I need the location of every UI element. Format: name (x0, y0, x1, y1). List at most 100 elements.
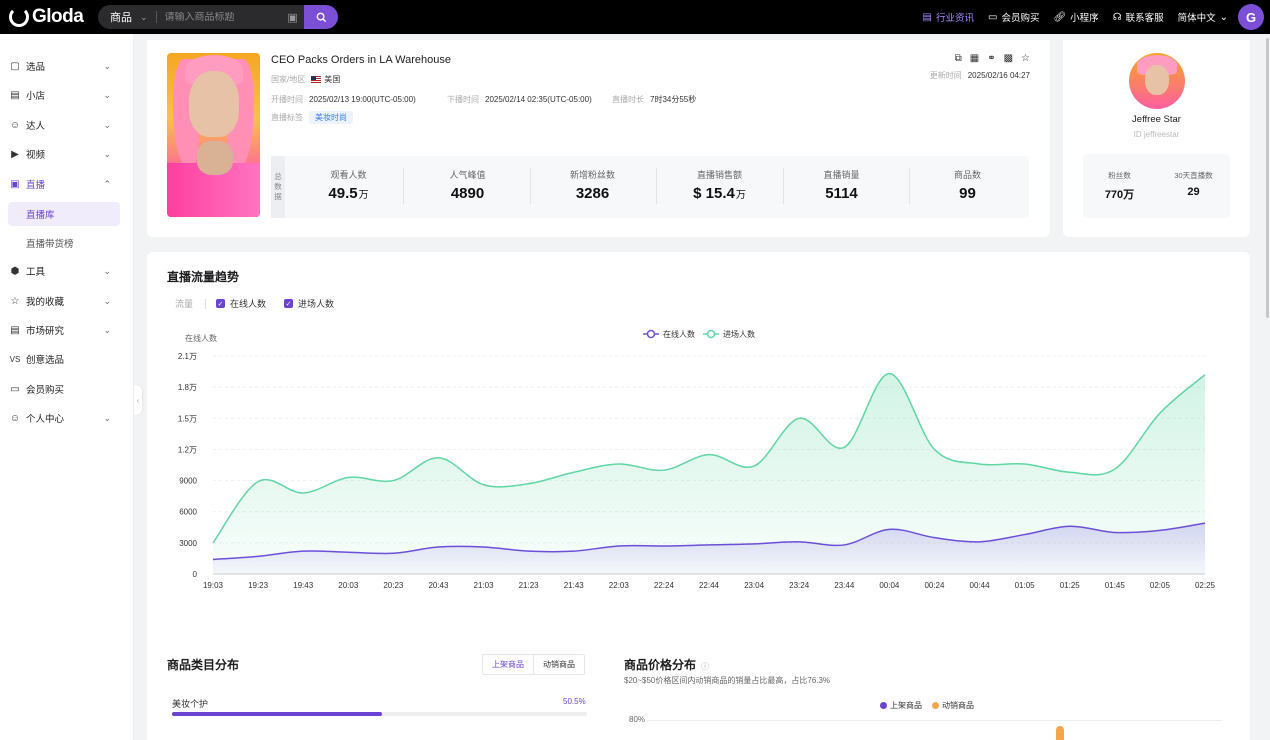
sidebar-item-selection[interactable]: ▢ 选品 ⌄ (10, 60, 111, 74)
page-scrollbar[interactable] (1266, 38, 1269, 318)
sidebar-item-live[interactable]: ▣ 直播 ⌃ (10, 178, 111, 192)
sidebar-sub-live-library[interactable]: 直播库 (8, 202, 120, 226)
chart-x-tick: 22:03 (609, 581, 630, 590)
copy-icon[interactable]: ⧉ (954, 53, 962, 64)
chart-x-tick: 21:43 (564, 581, 585, 590)
live-cover-image[interactable] (167, 53, 260, 217)
image-search-icon[interactable]: ▣ (287, 11, 298, 24)
card-icon: ▭ (988, 11, 998, 23)
sidebar-item-membership[interactable]: ▭ 会员购买 (10, 383, 65, 397)
nav-mini-program[interactable]: 🔗︎ 小程序 (1053, 11, 1099, 25)
chevron-left-icon: ‹ (136, 395, 140, 405)
logo-icon (9, 7, 29, 27)
tab-listed-products[interactable]: 上架商品 (483, 655, 534, 674)
research-icon: ▤ (10, 324, 20, 336)
search-button[interactable] (304, 5, 338, 29)
search-icon (316, 12, 326, 22)
user-icon: ☺ (9, 119, 21, 131)
export-icon[interactable]: ▦ (969, 53, 980, 64)
sidebar-item-creative[interactable]: VS 创意选品 (9, 354, 65, 367)
search-input[interactable] (156, 11, 285, 23)
influencer-avatar[interactable] (1129, 53, 1185, 109)
country-row: 国家/地区 美国 (271, 75, 341, 84)
card-actions: ⧉ ▦ ⚭ ▩ ☆ (955, 53, 1030, 64)
headset-icon: ☊ (1112, 11, 1122, 23)
chart-y-label: 在线人数 (185, 333, 217, 343)
chart-y-tick: 6000 (179, 508, 197, 517)
vs-icon: VS (9, 354, 21, 364)
filter-entry-checkbox[interactable]: ✓ 进场人数 (284, 299, 335, 309)
influencer-card: Jeffree Star ID jeffreestar 粉丝数 770万 30天直… (1063, 40, 1250, 237)
stats-side-label: 总数据 (271, 156, 285, 218)
chart-x-tick: 23:44 (834, 581, 855, 590)
news-icon: ▤ (922, 11, 932, 23)
chevron-down-icon: ⌄ (103, 119, 111, 130)
live-stats: 总数据 观看人数 49.5万 人气峰值 4890 新增粉丝数 3286 直播销售额 $ … (271, 156, 1029, 218)
tab-selling-products[interactable]: 动销商品 (543, 660, 575, 669)
sidebar-item-favorites[interactable]: ☆ 我的收藏 ⌄ (10, 295, 111, 309)
duration-row: 直播时长 7时34分55秒 (612, 95, 697, 104)
stat-sales-volume: 直播销量 5114 (823, 170, 860, 202)
sidebar-sub-live-ranking[interactable]: 直播带货榜 (26, 239, 74, 250)
stat-sales-amount: 直播销售额 $ 15.4万 (693, 170, 746, 202)
end-time-row: 下播时间 2025/02/14 02:35(UTC-05:00) (447, 95, 592, 104)
start-time-row: 开播时间 2025/02/13 19:00(UTC-05:00) (271, 95, 416, 104)
price-bar-selling[interactable] (1056, 726, 1064, 740)
sidebar-collapse-handle[interactable]: ‹ (134, 385, 142, 415)
legend-item-1[interactable]: 进场人数 (703, 329, 755, 339)
chevron-down-icon: ⌄ (103, 324, 111, 335)
series-line-1 (212, 372, 1206, 544)
category-tabs: 上架商品 动销商品 (482, 654, 585, 675)
nav-membership[interactable]: ▭ 会员购买 (988, 11, 1040, 25)
stat-viewers: 观看人数 49.5万 (328, 170, 369, 202)
chart-y-tick: 9000 (179, 477, 197, 486)
legend-listed[interactable]: 上架商品 (880, 700, 922, 711)
category-row-bar (172, 712, 587, 716)
sidebar-item-market-research[interactable]: ▤ 市场研究 ⌄ (10, 324, 111, 338)
logo[interactable]: Gloda (9, 6, 84, 28)
chart-x-tick: 19:43 (293, 581, 314, 590)
chart-x-tick: 20:23 (383, 581, 404, 590)
user-avatar[interactable]: G (1238, 4, 1264, 30)
legend-marker (706, 329, 716, 339)
info-icon[interactable]: ⓘ (701, 662, 710, 671)
chart-x-tick: 21:23 (519, 581, 540, 590)
filter-online-checkbox[interactable]: ✓ 在线人数 (216, 299, 267, 309)
live-info-card: CEO Packs Orders in LA Warehouse 国家/地区 美国… (147, 40, 1050, 237)
price-y-tick: 80% (629, 715, 646, 724)
qrcode-icon[interactable]: ▩ (1003, 53, 1014, 64)
sidebar-item-influencer[interactable]: ☺ 达人 ⌄ (9, 119, 111, 133)
chevron-down-icon: ⌄ (1219, 11, 1228, 23)
chart-x-tick: 22:24 (654, 581, 675, 590)
chevron-down-icon: ⌄ (103, 295, 111, 306)
nav-customer-service[interactable]: ☊ 联系客服 (1112, 11, 1164, 25)
live-title: CEO Packs Orders in LA Warehouse (271, 54, 451, 66)
video-icon: ▶ (11, 148, 19, 160)
stat-30day-lives: 30天直播数 29 (1174, 171, 1213, 198)
influencer-id: ID jeffreestar (1133, 130, 1180, 139)
chart-x-tick: 01:25 (1060, 581, 1081, 590)
select-icon: ▢ (10, 60, 20, 72)
sidebar-item-shop[interactable]: ▤ 小店 ⌄ (10, 89, 111, 103)
us-flag-icon (311, 76, 322, 83)
chevron-down-icon: ⌄ (103, 89, 111, 100)
sidebar-item-tools[interactable]: ⬢ 工具 ⌄ (10, 265, 111, 279)
legend-item-0[interactable]: 在线人数 (643, 329, 695, 339)
language-select[interactable]: 简体中文 ⌄ (1177, 11, 1228, 25)
search-category-select[interactable]: 商品 ⌄ (110, 11, 148, 25)
search-bar: 商品 ⌄ ▣ (98, 5, 338, 29)
price-note: $20~$50价格区间内动销商品的销量占比最高，占比76.3% (624, 676, 831, 685)
link-icon[interactable]: ⚭ (987, 53, 996, 64)
sidebar: ▢ 选品 ⌄ ▤ 小店 ⌄ ☺ 达人 ⌄ ▶ 视频 ⌄ ▣ 直播 ⌃ 直播库 直播带货榜 ⬢ 工具 ⌄ … (0, 34, 134, 740)
influencer-name[interactable]: Jeffree Star (1132, 114, 1181, 125)
sidebar-item-personal[interactable]: ☺ 个人中心 ⌄ (9, 412, 111, 426)
chart-x-tick: 00:24 (924, 581, 945, 590)
traffic-trend-chart[interactable]: 在线人数 0 3000 6000 9000 1.2万 1.5万 1.8万 2.1万 19:03 19… (147, 322, 1250, 672)
influencer-stats: 粉丝数 770万 30天直播数 29 (1083, 154, 1230, 218)
nav-industry-news[interactable]: ▤ 行业资讯 (922, 11, 974, 25)
live-tag[interactable]: 美妆时尚 (309, 111, 353, 124)
chevron-up-icon: ⌃ (103, 178, 111, 189)
sidebar-item-video[interactable]: ▶ 视频 ⌄ (0, 142, 134, 166)
legend-selling[interactable]: 动销商品 (932, 700, 974, 711)
star-icon[interactable]: ☆ (1021, 53, 1030, 64)
